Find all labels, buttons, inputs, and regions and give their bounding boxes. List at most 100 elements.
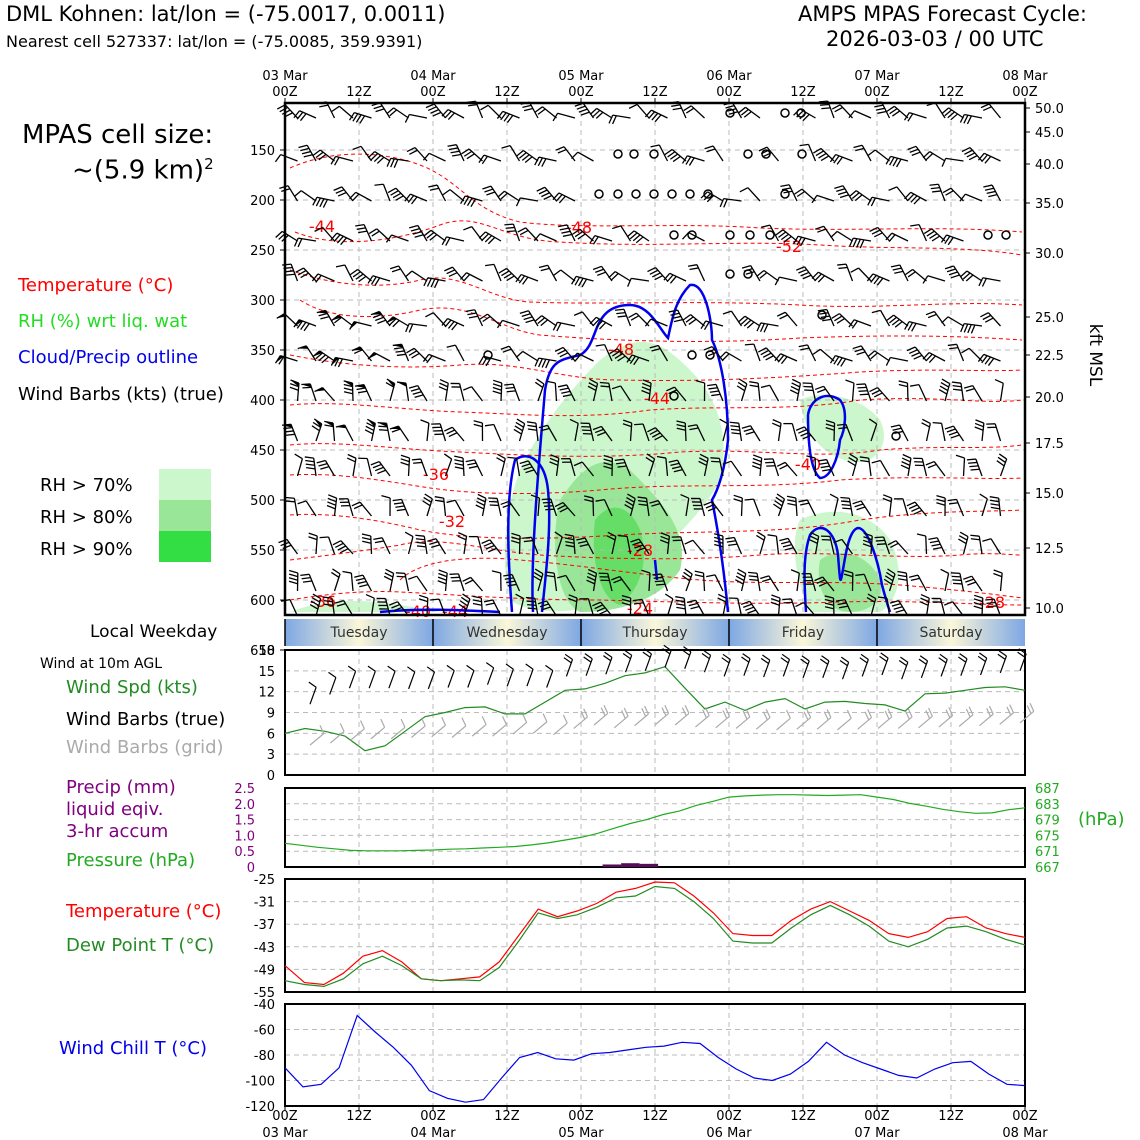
wind-barb	[373, 537, 383, 541]
wind-barb	[841, 503, 851, 507]
wind-barb	[312, 149, 321, 156]
wind-barb	[355, 273, 364, 280]
wind-barb	[618, 535, 628, 537]
wind-barb	[288, 573, 298, 578]
wind-barb-grid	[958, 714, 974, 727]
wind-barb	[627, 493, 636, 500]
wind-barb	[938, 388, 948, 395]
bottom-hour-label: 00Z	[568, 1109, 594, 1124]
wind-barb	[500, 500, 510, 506]
wind-barb	[802, 434, 812, 440]
wind-barb-true	[367, 665, 376, 672]
wind-barb	[480, 104, 489, 111]
wind-barb	[333, 234, 341, 242]
wind-barb	[384, 572, 394, 578]
wind-barb	[541, 158, 547, 167]
wind-barb	[598, 609, 608, 615]
wind-barb	[973, 598, 983, 603]
wind-barb	[626, 230, 635, 238]
wind-barb	[896, 186, 909, 202]
wind-barb	[875, 539, 885, 542]
nearest-cell-title: Nearest cell 527337: lat/lon = (-75.0085…	[6, 32, 423, 51]
wind-barb	[820, 103, 830, 106]
wind-barb	[798, 429, 807, 434]
wind-barb	[332, 568, 341, 575]
wind-barb	[757, 347, 767, 353]
wind-barb	[877, 110, 887, 114]
wind-barb	[416, 545, 426, 548]
wind-barb	[496, 320, 503, 329]
wind-barb-grid	[481, 716, 487, 725]
wind-barb	[882, 494, 892, 499]
wind-barb	[710, 457, 720, 460]
wind-barb	[958, 538, 967, 545]
wind-barb	[296, 111, 304, 120]
wind-barb-grid	[1019, 710, 1035, 724]
wind-barb	[352, 193, 360, 202]
wind-barb	[824, 598, 834, 603]
wind-barb	[429, 187, 439, 191]
wind-barb	[776, 493, 785, 500]
wind-barb	[904, 268, 914, 276]
wind-barb	[909, 574, 919, 578]
wind-barb	[395, 195, 404, 201]
wind-barb	[817, 388, 826, 393]
weekday-name: Saturday	[919, 625, 982, 641]
wind-barb	[856, 383, 866, 386]
calm-marker	[725, 269, 735, 279]
wind-barb	[347, 453, 357, 459]
precip-label-3: 3-hr accum	[66, 821, 169, 842]
wind-barb	[876, 543, 886, 546]
wind-barb	[718, 593, 727, 599]
wind-barb	[327, 501, 337, 506]
wind-barb	[743, 603, 752, 608]
wind-barb	[331, 357, 339, 366]
wind-barb	[910, 223, 920, 227]
wind-barb	[867, 593, 877, 600]
wind-barb	[715, 384, 724, 402]
wind-barb	[332, 423, 336, 442]
temp-contour	[289, 443, 1023, 457]
wind-barb	[355, 223, 365, 227]
wind-barb-true	[821, 655, 830, 662]
wind-barb-grid	[857, 717, 872, 730]
wind-barb	[435, 499, 445, 503]
wind-barb	[367, 275, 374, 284]
wind-barb	[851, 383, 855, 402]
wind-barb	[324, 460, 336, 477]
wind-barb-grid	[613, 715, 629, 729]
wind-barb	[375, 108, 385, 113]
wind-barb	[516, 149, 524, 157]
wind-barb	[930, 186, 940, 190]
wind-barb	[977, 152, 985, 161]
wind-barb	[431, 544, 440, 549]
temp-contour-label: -48	[608, 340, 634, 359]
wind-barb	[698, 460, 707, 467]
wind-barb	[867, 350, 876, 358]
wind-barb	[790, 598, 798, 617]
wind-barb	[730, 310, 743, 327]
wind-barb	[279, 185, 289, 189]
wind-barb	[351, 346, 363, 351]
weekday-cell	[877, 619, 1025, 646]
wind-barb	[892, 157, 899, 167]
wind-barb	[765, 355, 774, 361]
wind-barb	[556, 322, 562, 332]
wind-barb	[471, 226, 484, 242]
wind-barb	[592, 109, 601, 117]
wind-barb-true	[880, 652, 889, 659]
wind-barb	[622, 419, 632, 424]
wind-barb	[863, 536, 873, 541]
wind-barb	[744, 343, 754, 346]
legend-temperature: Temperature (°C)	[18, 275, 174, 296]
wind-barb	[438, 386, 448, 391]
wind-barb	[460, 596, 470, 603]
wind-barb	[381, 494, 391, 499]
wind-barb	[836, 423, 847, 426]
wind-barb	[780, 356, 788, 365]
wind-barb	[405, 323, 410, 333]
wind-barb	[656, 455, 666, 459]
wind-barb	[756, 534, 765, 541]
wind-barb-grid	[600, 707, 606, 716]
wind-barb	[518, 275, 526, 284]
